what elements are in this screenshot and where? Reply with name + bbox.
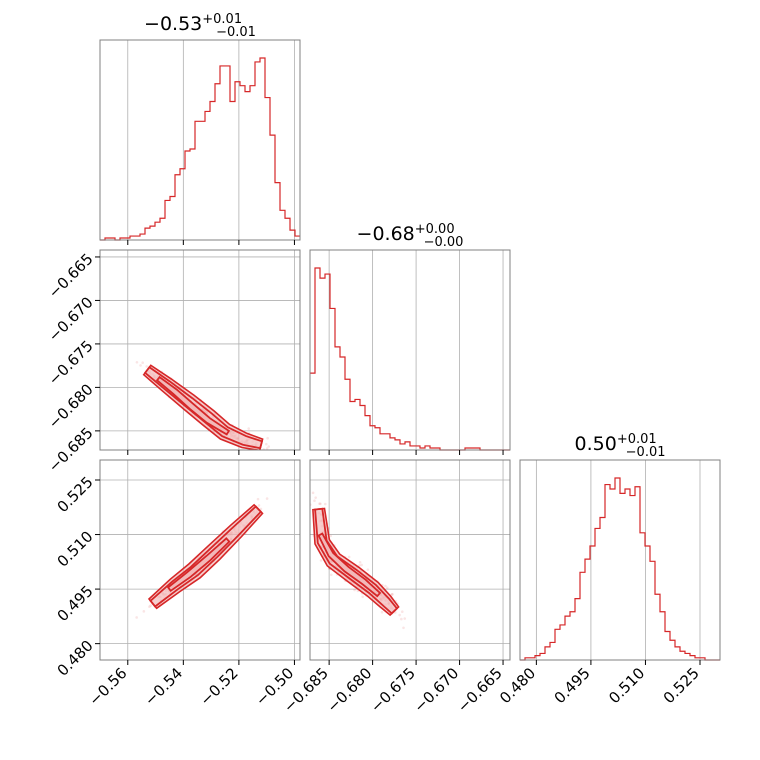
scatter-point (277, 453, 280, 456)
scatter-point (347, 555, 351, 559)
y-tick-label: 0.510 (54, 527, 97, 570)
scatter-point (267, 445, 270, 448)
y-tick-label: −0.670 (45, 293, 97, 345)
title-param-1: −0.53+0.01 −0.01 (144, 12, 256, 40)
histogram-step (100, 57, 300, 241)
scatter-point (141, 361, 144, 365)
scatter-point (384, 584, 387, 588)
scatter-point (257, 504, 261, 507)
x-tick-label: −0.670 (410, 664, 462, 716)
scatter-point (400, 617, 403, 621)
panel-frame (99, 39, 301, 241)
contour-outer (312, 507, 400, 617)
x-tick-label: −0.680 (323, 664, 375, 716)
scatter-point (403, 617, 407, 620)
histogram-panel-2 (309, 249, 511, 455)
x-tick-label: 0.525 (660, 664, 703, 707)
scatter-point (145, 365, 148, 368)
scatter-point (256, 497, 260, 501)
scatter-point (366, 568, 370, 571)
scatter-point (247, 427, 251, 430)
title-param-2: −0.68+0.00 −0.00 (357, 222, 464, 250)
contour-mid (149, 505, 263, 608)
y-tick-label: −0.680 (45, 380, 97, 432)
histogram-panel-1 (99, 39, 301, 245)
scatter-point (402, 626, 405, 630)
scatter-point (149, 604, 152, 607)
contour-inner (166, 537, 231, 593)
scatter-point (148, 605, 151, 609)
scatter-point (318, 502, 321, 505)
x-tick-label: −0.665 (454, 664, 506, 716)
scatter-point (135, 360, 139, 364)
scatter-point (311, 491, 315, 495)
y-tick-label: −0.665 (45, 250, 97, 302)
scatter-layer (135, 360, 280, 456)
contour-inner (317, 532, 382, 598)
panel-frame (309, 249, 511, 451)
x-tick-label: −0.56 (85, 664, 130, 709)
histogram-step (520, 477, 720, 661)
scatter-point (313, 499, 316, 503)
y-tick-label: −0.675 (45, 337, 97, 389)
scatter-point (400, 610, 404, 614)
x-tick-label: −0.675 (367, 664, 419, 716)
histogram-panel-3: 0.480 0.495 0.510 0.525 (496, 459, 721, 707)
scatter-point (319, 559, 323, 562)
y-tick-label: 0.495 (54, 582, 97, 625)
scatter-point (358, 564, 361, 567)
scatter-point (398, 613, 401, 617)
scatter-point (266, 436, 269, 440)
scatter-point (390, 592, 394, 596)
x-tick-label: 0.510 (605, 664, 648, 707)
panel-frame (99, 459, 301, 661)
scatter-panel-2-vs-1: −0.665−0.670−0.675−0.680−0.685 (45, 249, 301, 476)
scatter-panel-3-vs-2: −0.685−0.680−0.675−0.670−0.665 (280, 459, 511, 716)
panel-frame (99, 249, 301, 451)
y-tick-label: 0.525 (54, 473, 97, 516)
scatter-point (265, 497, 269, 500)
scatter-point (329, 573, 333, 577)
scatter-point (142, 610, 146, 613)
scatter-point (380, 610, 384, 614)
scatter-point (360, 563, 363, 567)
x-tick-label: 0.495 (551, 664, 594, 707)
scatter-point (361, 595, 364, 599)
scatter-point (329, 534, 333, 538)
scatter-point (265, 447, 269, 450)
panel-frame (519, 459, 721, 661)
scatter-point (358, 560, 362, 564)
scatter-point (385, 586, 389, 590)
panel-frame (309, 459, 511, 661)
scatter-layer (304, 491, 407, 630)
contour-mid (314, 507, 399, 615)
scatter-point (139, 364, 142, 367)
scatter-point (319, 502, 322, 506)
scatter-point (272, 451, 275, 454)
scatter-point (323, 502, 327, 506)
scatter-point (135, 616, 138, 619)
title-param-3: 0.50+0.01 −0.01 (575, 432, 666, 460)
scatter-point (259, 507, 263, 511)
x-tick-label: 0.480 (496, 664, 539, 707)
scatter-point (304, 501, 307, 504)
scatter-point (314, 496, 317, 499)
scatter-point (390, 593, 394, 596)
scatter-point (353, 588, 356, 592)
contour-inner (155, 375, 231, 436)
scatter-layer (135, 497, 269, 619)
x-tick-label: −0.54 (141, 664, 186, 709)
scatter-point (264, 442, 268, 446)
x-tick-label: −0.52 (196, 664, 241, 709)
y-tick-label: 0.480 (54, 637, 97, 680)
histogram-step (310, 267, 510, 451)
y-tick-label: −0.685 (45, 424, 97, 476)
